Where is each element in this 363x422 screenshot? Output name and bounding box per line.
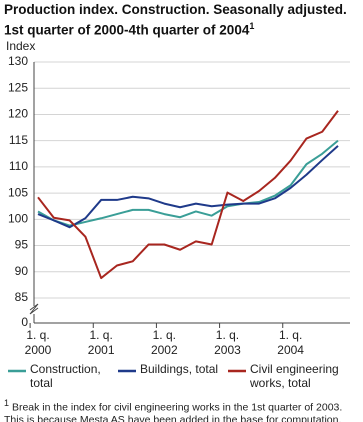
footnote-text: Break in the index for civil engineering… <box>4 401 343 422</box>
x-tick-label: 1. q. 2004 <box>277 328 304 357</box>
footnote-marker: 1 <box>249 21 255 31</box>
legend-label: Buildings, total <box>140 362 219 376</box>
y-tick-label: 130 <box>8 54 28 68</box>
series-line <box>37 139 339 227</box>
y-tick-label: 85 <box>15 290 29 304</box>
title-text: Production index. Construction. Seasonal… <box>4 2 347 38</box>
y-tick-label: 125 <box>8 80 28 94</box>
legend-label: Civil engineering works, total <box>250 362 339 390</box>
y-tick-label: 110 <box>9 159 28 173</box>
chart-title: Production index. Construction. Seasonal… <box>4 2 359 39</box>
x-tick-label: 1. q. 2002 <box>150 328 178 357</box>
y-tick-label: 100 <box>8 212 28 226</box>
series-line <box>37 110 339 280</box>
x-tick-label: 1. q. 2000 <box>24 328 52 357</box>
y-tick-label: 120 <box>8 107 28 121</box>
axis-break <box>29 303 39 315</box>
x-tick-label: 1. q. 2003 <box>214 328 241 357</box>
y-tick-label: 95 <box>15 238 29 252</box>
y-axis-label: Index <box>6 39 35 53</box>
footnote-marker: 1 <box>4 398 10 408</box>
y-tick-label: 115 <box>9 133 28 147</box>
y-tick-label: 0 <box>21 315 28 329</box>
y-tick-label: 90 <box>15 264 29 278</box>
legend-label: Construction, total <box>30 362 101 390</box>
series-line <box>37 145 339 229</box>
x-tick-label: 1. q. 2001 <box>87 328 115 357</box>
footnote: 1 Break in the index for civil engineeri… <box>4 397 359 422</box>
y-tick-label: 105 <box>8 185 28 199</box>
